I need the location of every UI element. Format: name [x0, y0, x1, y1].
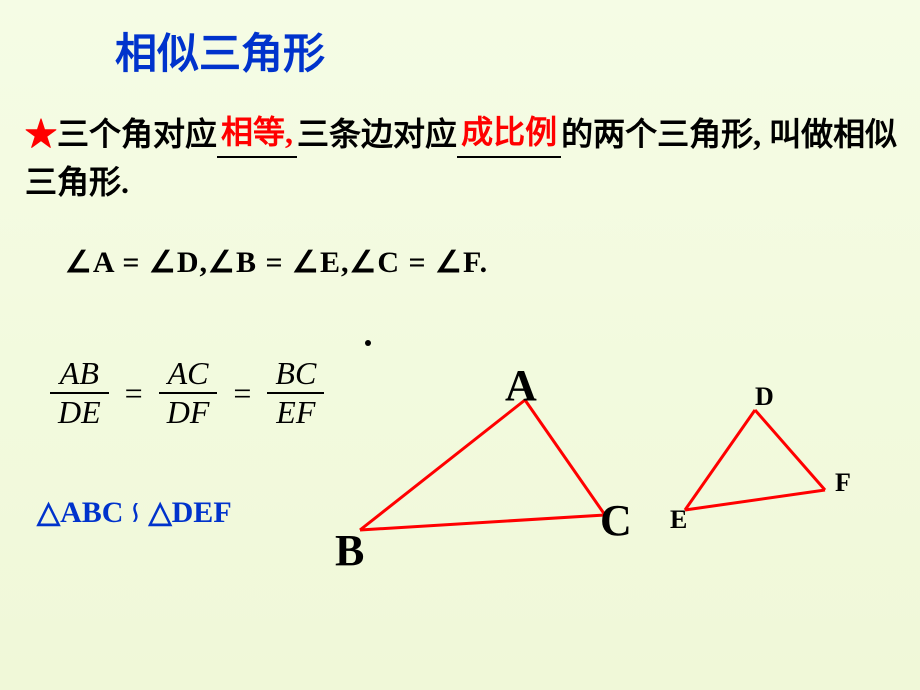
edge-de	[685, 410, 755, 510]
num-2: AC	[159, 355, 218, 392]
def-p1: 三个角对应	[57, 116, 217, 152]
tri-name-2: DEF	[172, 496, 232, 529]
similar-icon: ∽	[118, 500, 153, 525]
edge-ef	[685, 490, 825, 510]
triangles-svg	[330, 340, 920, 600]
vertex-e: E	[670, 505, 687, 535]
eq-2: =	[225, 375, 259, 412]
edge-fd	[755, 410, 825, 490]
vertex-b: B	[335, 525, 364, 576]
vertex-d: D	[755, 382, 774, 412]
blank-2: 成比例	[457, 108, 561, 158]
vertex-f: F	[835, 468, 851, 498]
similar-statement: △ABC∽△DEF	[37, 495, 232, 530]
blank-1: 相等,	[217, 108, 297, 158]
den-2: DF	[159, 392, 218, 431]
def-p2: 三条边对应	[297, 116, 457, 152]
edge-ab	[360, 400, 525, 530]
triangle-def	[685, 410, 825, 510]
angle-equation: ∠A = ∠D,∠B = ∠E,∠C = ∠F.	[65, 245, 488, 280]
num-3: BC	[267, 355, 324, 392]
definition-text: ★三个角对应相等,三条边对应成比例的两个三角形, 叫做相似三角形.	[25, 108, 920, 206]
star-icon: ★	[25, 116, 57, 152]
den-3: EF	[267, 392, 324, 431]
edge-ca	[525, 400, 605, 515]
page-title: 相似三角形	[115, 20, 325, 81]
edge-bc	[360, 515, 605, 530]
tri-sym-1: △	[37, 496, 60, 529]
eq-1: =	[117, 375, 151, 412]
diagram-area: A B C D E F	[330, 340, 920, 600]
decorative-dot	[365, 340, 371, 346]
tri-name-1: ABC	[60, 496, 123, 529]
triangle-abc	[360, 400, 605, 530]
den-1: DE	[50, 392, 109, 431]
vertex-c: C	[600, 495, 632, 546]
ratio-equation: AB DE = AC DF = BC EF	[50, 355, 324, 431]
vertex-a: A	[505, 360, 537, 411]
fraction-2: AC DF	[159, 355, 218, 431]
fraction-3: BC EF	[267, 355, 324, 431]
num-1: AB	[50, 355, 109, 392]
fraction-1: AB DE	[50, 355, 109, 431]
